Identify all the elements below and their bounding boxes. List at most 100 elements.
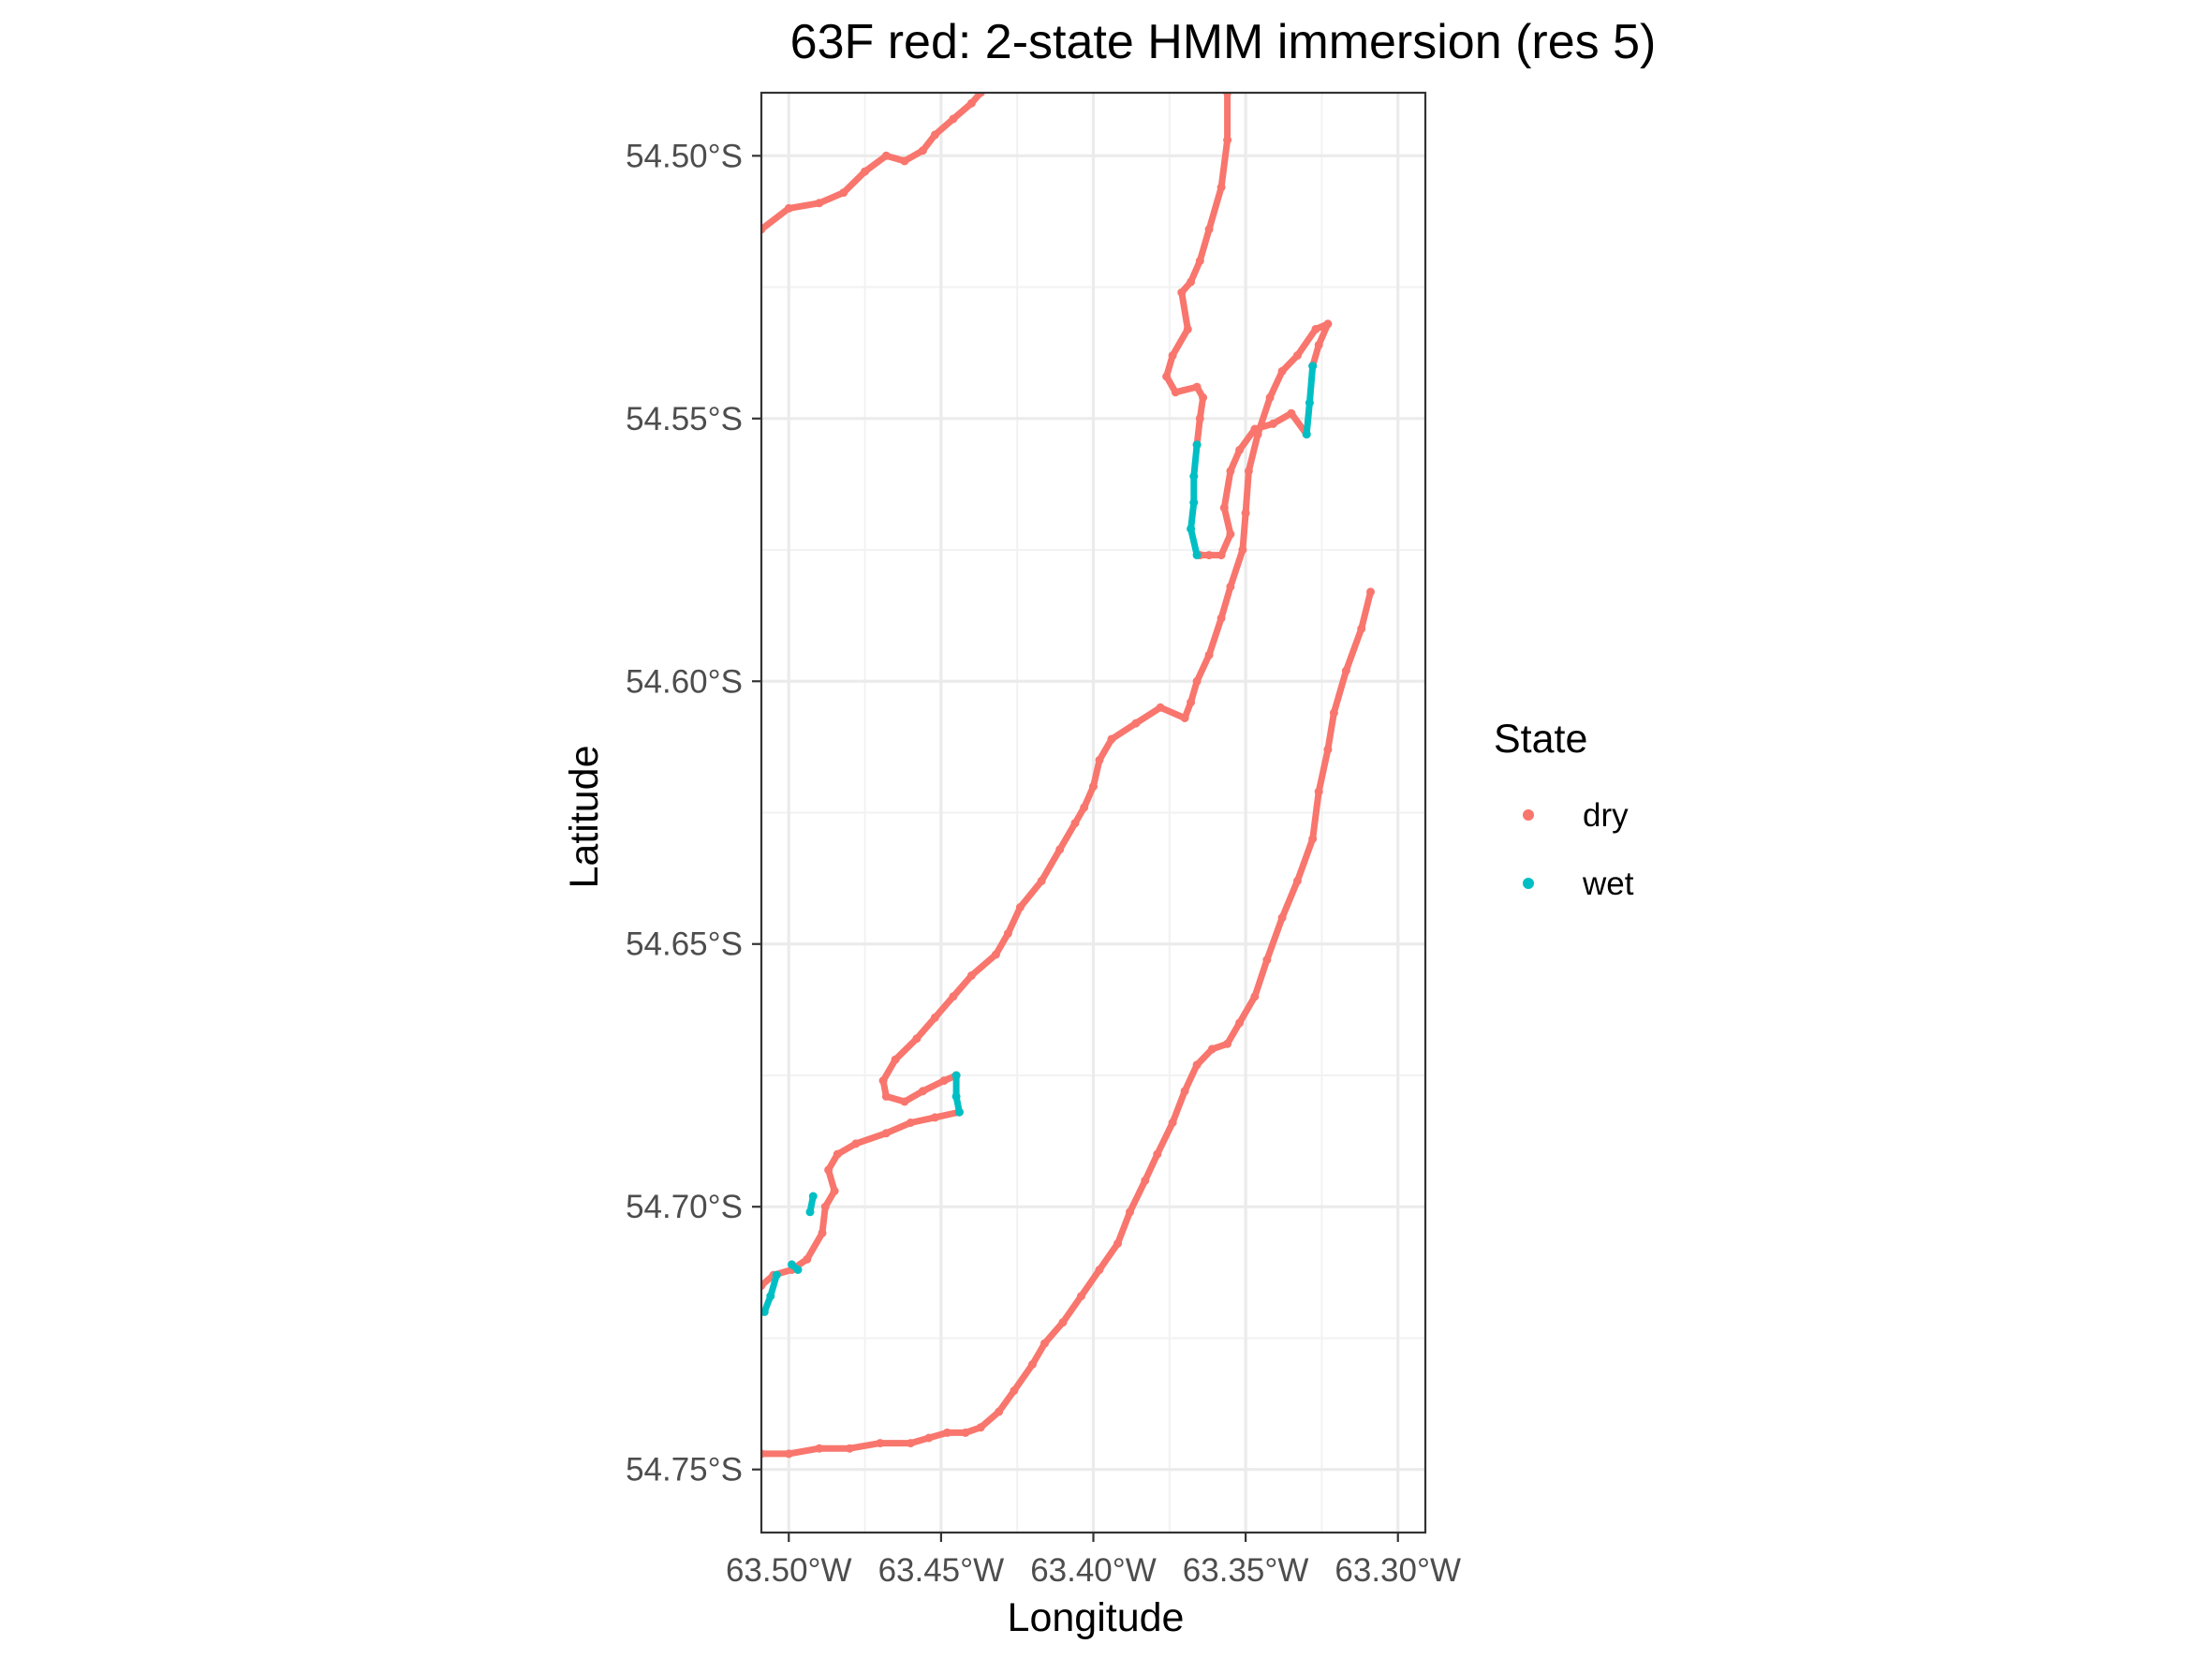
dry-point xyxy=(1071,819,1080,827)
track-points xyxy=(758,89,1376,1459)
wet-point xyxy=(766,1292,774,1300)
dry-point xyxy=(1342,667,1350,675)
dry-point xyxy=(882,1129,891,1137)
dry-point xyxy=(1315,341,1323,349)
dry-point xyxy=(1323,319,1332,328)
dry-point xyxy=(821,1203,830,1211)
dry-point xyxy=(1040,1340,1049,1348)
wet-point xyxy=(1187,525,1195,533)
dry-point xyxy=(1187,277,1195,286)
y-tick-label: 54.60°S xyxy=(626,663,743,700)
dry-point xyxy=(1205,551,1214,559)
dry-point xyxy=(949,992,957,1000)
dry-point xyxy=(1038,877,1046,885)
dry-point xyxy=(1162,372,1171,380)
y-tick-label: 54.50°S xyxy=(626,138,743,174)
dry-point xyxy=(1177,289,1186,297)
dry-point xyxy=(1205,225,1214,233)
dry-point xyxy=(1193,1060,1202,1069)
dry-point xyxy=(1096,1266,1104,1274)
y-axis-title: Latitude xyxy=(562,745,607,888)
dry-point xyxy=(1217,551,1226,559)
dry-point xyxy=(1004,929,1012,938)
dry-point xyxy=(907,1118,915,1127)
dry-point xyxy=(785,204,793,213)
x-tick-label: 63.45°W xyxy=(878,1552,1005,1589)
dry-point xyxy=(833,1150,842,1159)
dry-point xyxy=(924,1434,933,1443)
dry-point xyxy=(949,115,957,124)
dry-point xyxy=(1199,393,1207,402)
dry-point xyxy=(977,1423,985,1431)
series-dry xyxy=(758,89,1376,1459)
wet-point xyxy=(1193,440,1202,449)
chart-title: 63F red: 2-state HMM immersion (res 5) xyxy=(790,15,1657,69)
wet-point xyxy=(1189,498,1198,507)
legend-label-wet: wet xyxy=(1582,866,1634,902)
dry-point xyxy=(1293,877,1302,885)
dry-point xyxy=(1059,1318,1068,1326)
dry-point xyxy=(1235,446,1244,454)
dry-point xyxy=(879,1076,888,1085)
series-wet xyxy=(760,362,1317,1316)
dry-point xyxy=(1217,614,1226,622)
dry-point xyxy=(861,168,869,176)
legend: State dry wet xyxy=(1494,717,1634,902)
dry-point xyxy=(1169,351,1177,360)
grid xyxy=(761,93,1425,1533)
dry-point xyxy=(900,1098,908,1106)
dry-point xyxy=(1193,383,1202,392)
x-tick-label: 63.35°W xyxy=(1183,1552,1309,1589)
dry-point xyxy=(943,1429,951,1437)
dry-point xyxy=(1181,1087,1189,1095)
dry-point xyxy=(846,1444,854,1453)
dry-point xyxy=(931,1014,939,1022)
dry-point xyxy=(1220,504,1229,512)
dry-point xyxy=(1077,1292,1085,1300)
dry-point xyxy=(1278,367,1287,376)
dry-point xyxy=(1245,467,1253,475)
legend-label-dry: dry xyxy=(1583,797,1629,834)
x-tick-label: 63.30°W xyxy=(1335,1552,1461,1589)
dry-point xyxy=(931,130,939,139)
dry-point xyxy=(1184,325,1192,333)
dry-point xyxy=(1089,782,1098,791)
dry-point xyxy=(1196,257,1204,265)
dry-point xyxy=(1016,903,1025,911)
wet-point xyxy=(1189,472,1198,481)
dry-point xyxy=(1080,803,1088,811)
dry-point xyxy=(1223,1040,1231,1048)
dry-point xyxy=(940,1076,949,1085)
dry-point xyxy=(1028,1360,1037,1369)
dry-point xyxy=(1055,845,1064,853)
dry-point xyxy=(1242,509,1250,517)
dry-point xyxy=(1226,583,1234,591)
dry-point xyxy=(1254,430,1262,438)
y-tick-label: 54.70°S xyxy=(626,1189,743,1225)
dry-point xyxy=(1226,530,1234,539)
dry-point xyxy=(1366,587,1375,596)
dry-point xyxy=(815,199,823,207)
dry-point xyxy=(892,1056,900,1064)
dry-point xyxy=(851,1139,860,1148)
dry-point xyxy=(992,951,1000,959)
dry-point xyxy=(1157,704,1165,712)
dry-point xyxy=(1169,1118,1177,1127)
wet-point xyxy=(1308,362,1317,370)
x-tick-label: 63.40°W xyxy=(1030,1552,1157,1589)
dry-point xyxy=(919,1087,927,1095)
wet-point xyxy=(952,1072,961,1080)
dry-point xyxy=(907,1439,915,1447)
dry-point xyxy=(882,152,891,160)
dry-track-segment xyxy=(1200,413,1306,555)
dry-point xyxy=(1193,677,1202,686)
dry-point xyxy=(1172,388,1180,396)
dry-point xyxy=(1132,719,1141,728)
wet-point xyxy=(1305,399,1314,407)
dry-point xyxy=(1311,325,1320,333)
dry-track-segment xyxy=(761,1112,959,1285)
wet-point xyxy=(1193,551,1202,559)
dry-point xyxy=(1278,913,1287,922)
dry-point xyxy=(1113,1239,1122,1248)
